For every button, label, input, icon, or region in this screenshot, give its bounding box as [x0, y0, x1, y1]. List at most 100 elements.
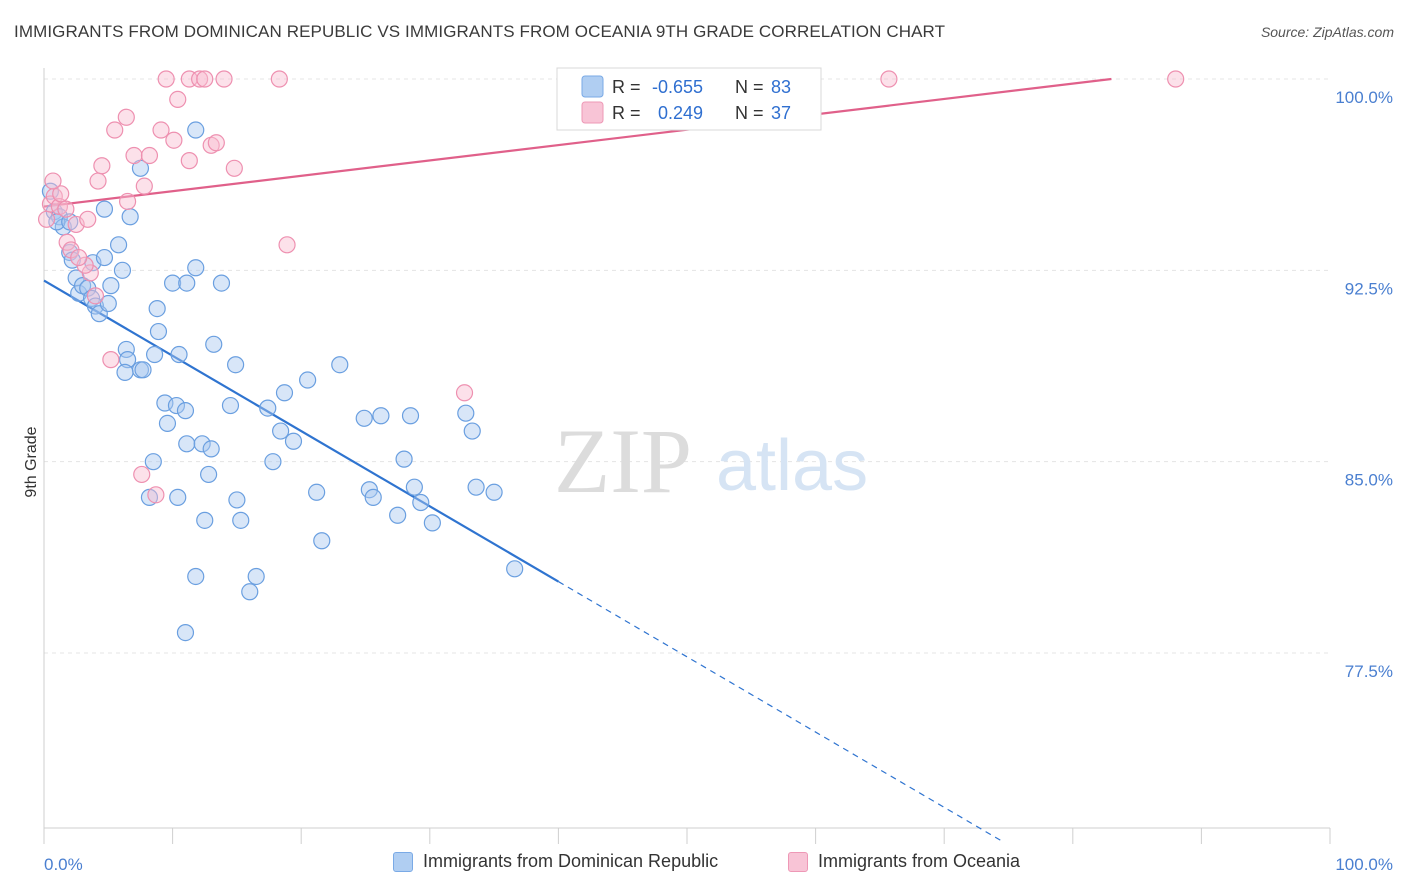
dominican-trend-extension [558, 581, 1003, 842]
dominican-point-22 [95, 200, 114, 218]
dominican-point-56 [372, 407, 390, 425]
dominican-point-49 [193, 435, 211, 453]
oceania-point-39 [1167, 70, 1185, 88]
oceania-point-19 [140, 146, 159, 165]
dominican-point-53 [272, 422, 290, 440]
dominican-point-82 [116, 363, 134, 381]
oceania-point-17 [125, 146, 143, 165]
legend-r-value-2: 0.249 [658, 103, 703, 123]
oceania-point-15 [117, 108, 135, 126]
legend-label-dominican-republic: Immigrants from Dominican Republic [423, 851, 719, 871]
dominican-point-16 [102, 277, 120, 295]
dominican-point-73 [232, 511, 250, 529]
dominican-point-54 [284, 432, 303, 450]
oceania-point-32 [270, 70, 288, 88]
dominican-point-19 [109, 236, 128, 254]
oceania-point-16 [118, 192, 137, 211]
axes [43, 68, 1331, 844]
dominican-point-40 [158, 414, 177, 432]
oceania-point-40 [44, 172, 62, 190]
oceania-point-14 [106, 121, 124, 139]
legend-r-label-1: R = [612, 77, 641, 97]
dominican-point-80 [176, 623, 195, 642]
legend-r-value-1: -0.655 [652, 77, 703, 97]
oceania-point-36 [147, 486, 165, 504]
oceania-point-34 [102, 351, 120, 369]
dominican-point-74 [389, 506, 407, 524]
dominican-point-68 [405, 478, 423, 496]
dominican-point-44 [259, 399, 277, 417]
dominican-point-70 [467, 478, 485, 496]
dominican-point-79 [241, 583, 259, 601]
watermark-zip: ZIP [554, 410, 692, 512]
oceania-point-31 [225, 159, 243, 177]
dominican-point-69 [412, 493, 430, 512]
legend-swatch-oceania [788, 851, 808, 872]
dominican-point-28 [212, 274, 231, 292]
dominican-point-34 [145, 345, 164, 364]
dominican-point-57 [401, 407, 420, 425]
dominican-point-60 [200, 465, 218, 484]
dominican-point-36 [205, 335, 223, 353]
y-tick-label-3: 100.0% [1335, 88, 1393, 107]
watermark-atlas: atlas [716, 426, 868, 506]
legend-swatch-dominican-republic [393, 851, 413, 872]
dominican-point-55 [355, 409, 373, 427]
legend-label-oceania: Immigrants from Oceania [818, 851, 1021, 871]
dominican-point-18 [95, 248, 114, 267]
dominican-point-42 [176, 402, 195, 420]
legend-n-value-2: 37 [771, 103, 791, 123]
legend-n-value-1: 83 [771, 77, 791, 97]
dominican-point-58 [457, 404, 475, 422]
dominican-point-45 [275, 384, 294, 402]
legend-n-label-2: N = [735, 103, 764, 123]
oceania-point-20 [152, 121, 170, 139]
dominican-point-71 [485, 483, 503, 501]
dominican-point-77 [187, 567, 205, 586]
dominican-point-37 [227, 356, 245, 374]
dominican-point-72 [196, 511, 214, 529]
dominican-point-21 [121, 208, 139, 226]
oceania-point-26 [191, 70, 209, 88]
oceania-point-13 [93, 157, 111, 175]
dominican-point-81 [506, 560, 524, 578]
dominican-point-62 [169, 488, 187, 506]
dominican-point-47 [331, 356, 349, 374]
dominican-point-15 [99, 294, 117, 313]
x-tick-label-1: 100.0% [1335, 855, 1393, 874]
dominican-point-52 [264, 453, 282, 471]
y-axis-label: 9th Grade [23, 426, 40, 497]
dominican-point-33 [118, 351, 137, 369]
legend-item-oceania: Immigrants from Oceania [788, 851, 1020, 872]
oceania-point-25 [180, 152, 198, 170]
legend-n-label-1: N = [735, 77, 764, 97]
oceania-point-12 [89, 172, 107, 190]
oceania-point-11 [86, 287, 105, 305]
dominican-trend-line [43, 279, 559, 583]
chart-title: IMMIGRANTS FROM DOMINICAN REPUBLIC VS IM… [14, 22, 946, 41]
dominican-point-78 [247, 567, 265, 586]
dominican-point-63 [228, 491, 246, 509]
oceania-trend-line [43, 77, 1112, 208]
dominican-point-29 [149, 322, 168, 341]
dominican-point-35 [170, 345, 188, 364]
oceania-point-27 [196, 70, 214, 88]
dominican-point-30 [148, 300, 166, 318]
dominican-point-41 [167, 396, 186, 415]
oceania-point-18 [135, 177, 153, 195]
dominican-point-67 [395, 450, 413, 468]
dominican-point-48 [178, 435, 196, 453]
legend-r-label-2: R = [612, 103, 641, 123]
y-tick-label-0: 77.5% [1345, 662, 1393, 681]
oceania-point-30 [215, 70, 233, 88]
tick-labels: 77.5% 85.0% 92.5% 100.0% 0.0% 100.0% [44, 88, 1393, 874]
legend-swatch-blue [581, 75, 604, 98]
dominican-point-50 [202, 440, 220, 458]
x-tick-label-0: 0.0% [44, 855, 83, 874]
oceania-point-21 [157, 70, 175, 88]
oceania-point-0 [37, 210, 56, 228]
dominican-point-66 [364, 488, 382, 506]
oceania-point-35 [133, 465, 151, 484]
dominican-point-51 [144, 453, 162, 471]
